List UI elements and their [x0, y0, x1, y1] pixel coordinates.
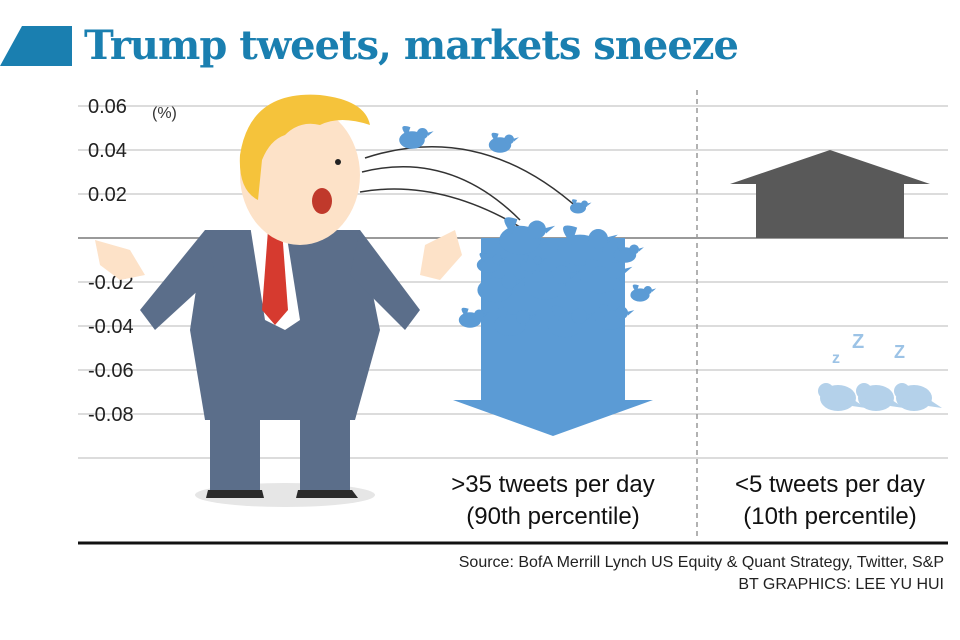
trump-hair — [239, 94, 370, 200]
bird-icon — [547, 305, 595, 338]
y-tick-label: -0.08 — [88, 404, 134, 426]
source-text: Source: BofA Merrill Lynch US Equity & Q… — [458, 554, 944, 571]
y-tick-label: -0.04 — [88, 316, 134, 338]
trump-left-leg — [210, 410, 260, 490]
bird-icon — [520, 254, 547, 272]
credit-text: BT GRAPHICS: LEE YU HUI — [738, 576, 944, 593]
bird-icon — [570, 199, 592, 214]
sleeping-bird-icon — [894, 383, 942, 411]
tweet-stream-arc-3 — [364, 146, 581, 211]
trump-left-shoe — [206, 490, 264, 498]
category-label-line2: (10th percentile) — [743, 503, 916, 530]
sleep-z-letter: z — [832, 350, 840, 367]
tweet-stream-arc-1 — [361, 166, 521, 221]
bird-icon — [630, 284, 657, 302]
sleep-z-letter: Z — [894, 342, 905, 362]
sleep-zzz: zZ Z — [832, 331, 905, 367]
trump-tie — [262, 230, 288, 325]
title-tab-fill — [22, 26, 72, 66]
trump-eye — [335, 159, 341, 165]
trump-left-arm — [140, 230, 215, 330]
trump-right-hand — [420, 230, 462, 280]
chart: 0.060.040.02-0.02-0.04-0.06-0.08 (%) zZ Z… — [78, 90, 948, 545]
trump-right-shoe — [296, 490, 358, 498]
bird-icon — [595, 304, 635, 330]
y-axis-ticks: 0.060.040.02-0.02-0.04-0.06-0.08 — [88, 96, 134, 426]
title-bar: Trump tweets, markets sneeze — [0, 22, 960, 72]
trump-right-arm — [350, 230, 420, 330]
sleeping-birds — [818, 383, 942, 411]
trump-illustration — [95, 94, 462, 507]
tweet-birds — [399, 126, 657, 338]
y-tick-label: 0.04 — [88, 140, 127, 162]
category-label-line1: >35 tweets per day — [451, 471, 654, 498]
sleep-z-letter: Z — [852, 331, 864, 353]
bar-arrow — [730, 150, 930, 238]
tweet-stream-arc-2 — [359, 188, 526, 231]
category-labels: >35 tweets per day (90th percentile) <5 tw… — [451, 471, 925, 530]
bird-icon — [476, 252, 507, 273]
bird-icon — [477, 270, 525, 303]
trump-mouth — [312, 188, 332, 214]
bird-icon — [494, 307, 537, 336]
bird-icon — [499, 217, 556, 255]
source-block: Source: BofA Merrill Lynch US Equity & Q… — [459, 552, 944, 596]
trump-right-leg — [300, 410, 350, 490]
trump-left-hand — [95, 240, 145, 280]
bird-icon — [399, 126, 434, 149]
category-label-line2: (90th percentile) — [466, 503, 639, 530]
y-tick-label: -0.06 — [88, 360, 134, 382]
y-unit-label: (%) — [152, 105, 177, 122]
bird-icon — [488, 132, 519, 153]
bird-icon — [458, 307, 489, 328]
sleeping-bird-icon — [856, 383, 904, 411]
bird-icon — [613, 242, 644, 263]
bird-icon — [557, 225, 618, 266]
sleeping-bird-icon — [818, 383, 866, 411]
y-tick-label: 0.06 — [88, 96, 127, 118]
bird-icon — [580, 259, 633, 294]
category-label-line1: <5 tweets per day — [735, 471, 925, 498]
y-tick-label: 0.02 — [88, 184, 127, 206]
title-tab-accent — [0, 26, 22, 66]
page-title: Trump tweets, markets sneeze — [84, 22, 739, 69]
